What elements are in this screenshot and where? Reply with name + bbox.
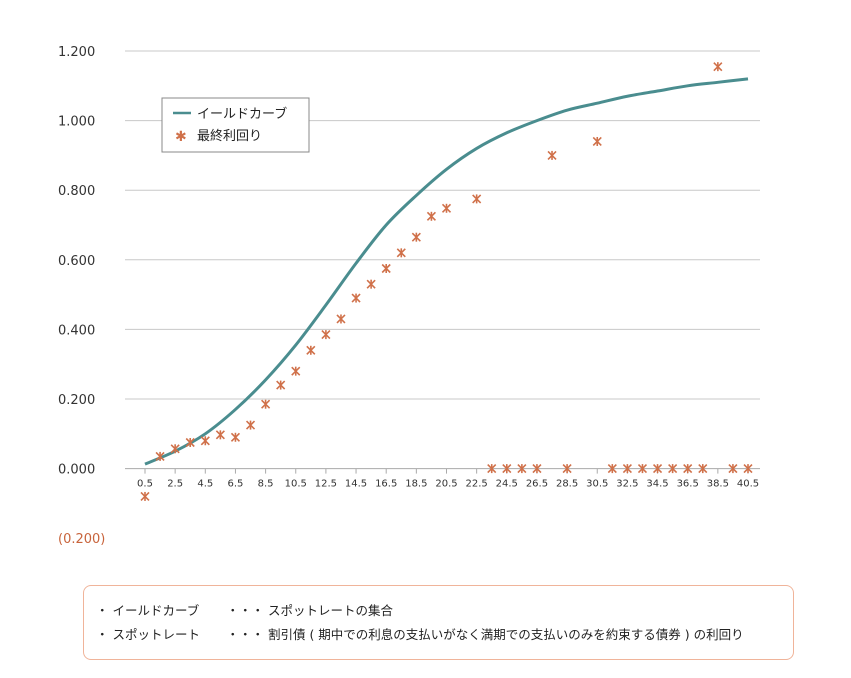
y-tick-label: 0.000	[58, 463, 95, 478]
final-yield-point	[291, 366, 301, 376]
final-yield-point	[306, 345, 316, 355]
final-yield-point	[652, 464, 663, 474]
x-axis-ticks: 0.5 2.5 4.5 6.5 8.5 10.5 12.5 14.5 16.5 18.5 20.5 2…	[137, 468, 759, 490]
legend: イールドカーブ ✱ 最終利回り	[161, 97, 310, 153]
final-yield-point	[170, 444, 180, 454]
final-yield-point	[487, 464, 497, 474]
y-tick-label: 1.000	[58, 115, 95, 130]
x-tick-label: 30.5	[586, 479, 608, 490]
x-tick-label: 28.5	[556, 479, 578, 490]
final-yield-point	[366, 279, 376, 289]
final-yield-point	[728, 464, 738, 474]
x-tick-label: 38.5	[707, 479, 729, 490]
definitions-box: ・ イールドカーブ ・・・ スポットレートの集合 ・ スポットレート ・・・ 割…	[83, 585, 794, 660]
note-term: イールドカーブ	[112, 603, 200, 618]
legend-box	[161, 97, 310, 153]
final-yield-point	[276, 380, 286, 390]
final-yield-point	[517, 464, 527, 474]
y-tick-label: 0.200	[58, 393, 95, 408]
final-yield-point	[411, 232, 421, 242]
final-yield-point	[607, 464, 617, 474]
note-separator: ・・・	[226, 627, 264, 642]
final-yield-point	[185, 437, 195, 448]
final-yield-point	[637, 464, 648, 474]
final-yield-point	[592, 136, 602, 147]
x-tick-label: 40.5	[737, 479, 759, 490]
y-tick-label: 0.600	[58, 254, 95, 269]
x-tick-label: 0.5	[137, 479, 153, 490]
final-yield-point	[396, 248, 406, 258]
final-yield-series	[140, 62, 753, 502]
x-tick-label: 26.5	[526, 479, 548, 490]
yield-curve-series	[144, 77, 749, 466]
x-tick-label: 6.5	[227, 479, 243, 490]
final-yield-point	[668, 464, 678, 474]
x-tick-label: 20.5	[435, 479, 457, 490]
final-yield-point	[622, 464, 632, 474]
final-yield-point	[381, 263, 391, 274]
note-description: 割引債 ( 期中での利息の支払いがなく満期での支払いのみを約束する債券 ) の利…	[267, 627, 744, 642]
x-tick-label: 18.5	[405, 479, 427, 490]
final-yield-point	[230, 432, 241, 442]
note-term: スポットレート	[112, 627, 201, 642]
note-separator: ・・・	[226, 603, 264, 618]
note-description: スポットレートの集合	[267, 603, 393, 618]
y-tick-label: 1.200	[58, 45, 95, 60]
final-yield-point	[562, 464, 572, 474]
final-yield-point	[155, 451, 165, 461]
yield-curve-chart: 1.200 1.000 0.800 0.600 0.400 0.200 0.000 (0.20…	[58, 45, 760, 547]
x-tick-label: 2.5	[167, 479, 183, 490]
note-bullet: ・	[96, 627, 109, 642]
legend-label-yield-curve: イールドカーブ	[197, 106, 287, 122]
x-tick-label: 8.5	[258, 479, 274, 490]
x-tick-label: 12.5	[315, 479, 337, 490]
final-yield-point	[351, 293, 361, 303]
definition-yield-curve: ・ イールドカーブ ・・・ スポットレートの集合	[96, 599, 779, 623]
final-yield-point	[532, 464, 542, 474]
legend-label-final-yield: 最終利回り	[197, 128, 262, 144]
definition-spot-rate: ・ スポットレート ・・・ 割引債 ( 期中での利息の支払いがなく満期での支払い…	[96, 623, 779, 647]
y-tick-label: 0.400	[58, 323, 95, 338]
x-tick-label: 16.5	[375, 479, 397, 490]
final-yield-point	[441, 203, 452, 213]
final-yield-point	[698, 464, 708, 474]
x-tick-label: 32.5	[616, 479, 638, 490]
final-yield-point	[502, 464, 512, 474]
final-yield-point	[321, 330, 331, 340]
x-tick-label: 34.5	[646, 479, 668, 490]
final-yield-point	[426, 211, 436, 221]
y-tick-label: 0.800	[58, 184, 95, 199]
final-yield-point	[713, 62, 723, 72]
final-yield-point	[261, 399, 271, 409]
x-tick-label: 24.5	[496, 479, 518, 490]
y-axis-ticks: 1.200 1.000 0.800 0.600 0.400 0.200 0.000 (0.20…	[58, 45, 105, 547]
final-yield-point	[683, 464, 693, 474]
x-tick-label: 10.5	[285, 479, 307, 490]
final-yield-point	[140, 491, 150, 502]
final-yield-point	[547, 150, 557, 160]
x-tick-label: 4.5	[197, 479, 213, 490]
final-yield-point	[200, 436, 210, 446]
y-tick-label: (0.200)	[58, 532, 105, 547]
note-bullet: ・	[96, 603, 109, 618]
x-tick-label: 36.5	[677, 479, 699, 490]
final-yield-point	[336, 314, 346, 324]
final-yield-point	[743, 464, 753, 474]
x-tick-label: 22.5	[466, 479, 488, 490]
yield-curve-line	[144, 77, 749, 466]
final-yield-point	[472, 194, 482, 204]
final-yield-point	[245, 420, 256, 430]
final-yield-point	[215, 430, 225, 440]
x-tick-label: 14.5	[345, 479, 367, 490]
legend-marker-swatch: ✱	[175, 129, 187, 145]
